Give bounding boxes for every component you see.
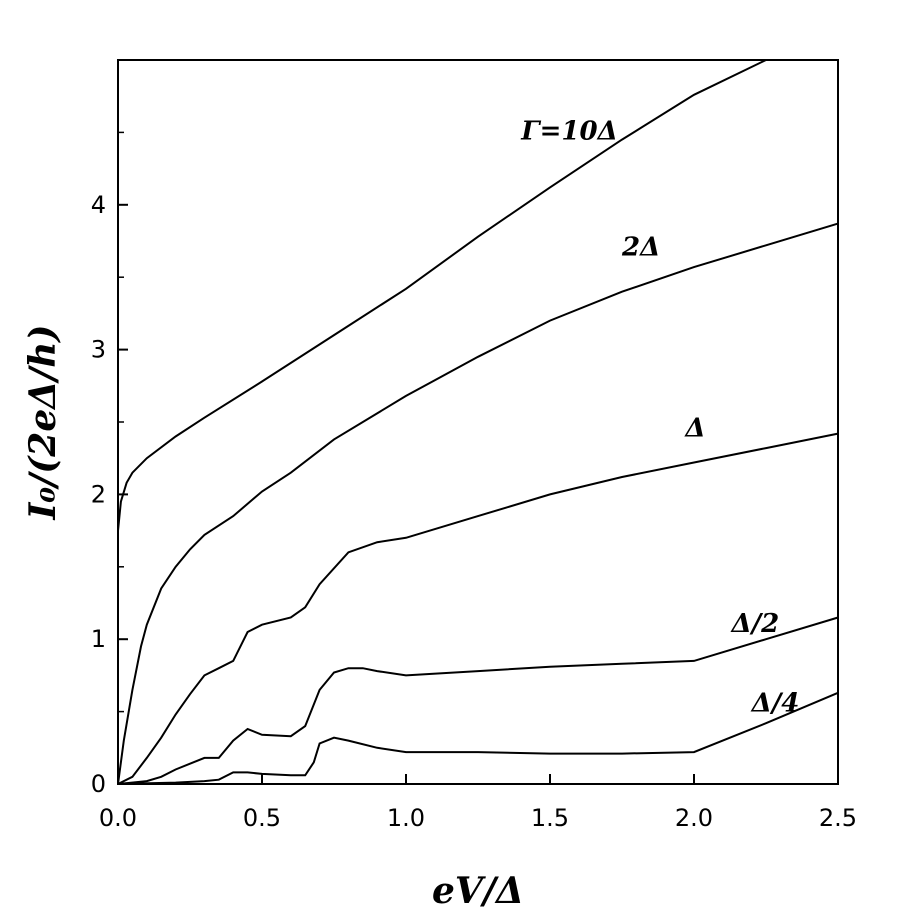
series-line-4: [117, 691, 839, 785]
curves: [117, 59, 839, 785]
y-tick-label: 4: [91, 191, 106, 219]
x-axis-ticks: 0.0 0.5 1.0 1.5 2.0 2.5: [99, 774, 857, 832]
x-axis-label: eV/Δ: [432, 870, 524, 912]
curve-label: Δ/4: [750, 689, 800, 719]
x-tick-label: 1.0: [387, 804, 425, 832]
series-line-0: [117, 59, 838, 531]
curve-label: Δ: [683, 413, 705, 443]
y-axis-label: I₀/(2eΔ/h): [22, 324, 64, 520]
x-tick-label: 2.5: [819, 804, 857, 832]
y-tick-label: 1: [91, 625, 106, 653]
series-line-2: [117, 432, 839, 785]
x-tick-label: 2.0: [675, 804, 713, 832]
y-tick-label: 2: [91, 480, 106, 508]
curve-labels: Γ=10Δ 2Δ Δ Δ/2 Δ/4: [520, 117, 799, 719]
curve-label: Δ/2: [729, 609, 779, 639]
y-tick-label: 0: [91, 770, 106, 798]
x-tick-label: 1.5: [531, 804, 569, 832]
series-line-3: [117, 616, 839, 785]
series-line-1: [117, 222, 839, 785]
x-tick-label: 0.0: [99, 804, 137, 832]
y-axis-ticks: 0 1 2 3 4: [91, 131, 128, 798]
x-tick-label: 0.5: [243, 804, 281, 832]
y-tick-label: 3: [91, 336, 106, 364]
curve-label: Γ=10Δ: [520, 117, 618, 147]
plot-frame: [117, 59, 839, 785]
curve-label: 2Δ: [621, 232, 660, 262]
